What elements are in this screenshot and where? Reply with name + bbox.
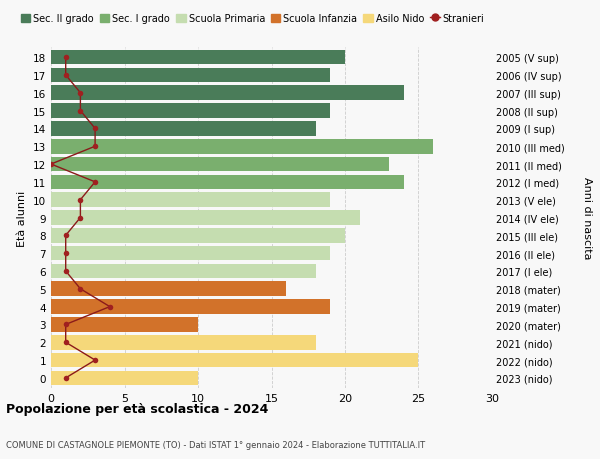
Point (61, 54, 71, 62)
Bar (51, 318, 198, 332)
Bar (51, 282, 286, 297)
Point (61, 268, 71, 275)
Bar (51, 104, 330, 118)
Bar (51, 50, 345, 65)
Point (76, 90, 85, 97)
Y-axis label: Anni di nascita: Anni di nascita (581, 177, 592, 259)
Point (61, 375, 71, 382)
Text: COMUNE DI CASTAGNOLE PIEMONTE (TO) - Dati ISTAT 1° gennaio 2024 - Elaborazione T: COMUNE DI CASTAGNOLE PIEMONTE (TO) - Dat… (6, 440, 425, 449)
Bar (51, 68, 330, 83)
Bar (51, 86, 404, 101)
Point (90, 143, 100, 151)
Text: Popolazione per età scolastica - 2024: Popolazione per età scolastica - 2024 (6, 403, 268, 415)
Bar (51, 353, 418, 368)
Bar (51, 229, 345, 243)
Point (61, 250, 71, 257)
Point (76, 108, 85, 115)
Bar (51, 211, 359, 225)
Bar (51, 300, 330, 314)
Point (61, 321, 71, 328)
Bar (51, 193, 330, 207)
Bar (51, 264, 316, 279)
Point (76, 196, 85, 204)
Bar (51, 157, 389, 172)
Point (61, 72, 71, 79)
Point (61, 339, 71, 346)
Bar (51, 175, 404, 190)
Legend: Sec. II grado, Sec. I grado, Scuola Primaria, Scuola Infanzia, Asilo Nido, Stran: Sec. II grado, Sec. I grado, Scuola Prim… (20, 14, 484, 24)
Bar (51, 246, 330, 261)
Point (90, 357, 100, 364)
Point (76, 214, 85, 222)
Point (61, 232, 71, 240)
Bar (51, 140, 433, 154)
Bar (51, 371, 198, 386)
Point (76, 285, 85, 293)
Point (90, 125, 100, 133)
Y-axis label: Età alunni: Età alunni (17, 190, 28, 246)
Point (46, 161, 56, 168)
Point (105, 303, 115, 311)
Bar (51, 122, 316, 136)
Bar (51, 335, 316, 350)
Point (90, 179, 100, 186)
